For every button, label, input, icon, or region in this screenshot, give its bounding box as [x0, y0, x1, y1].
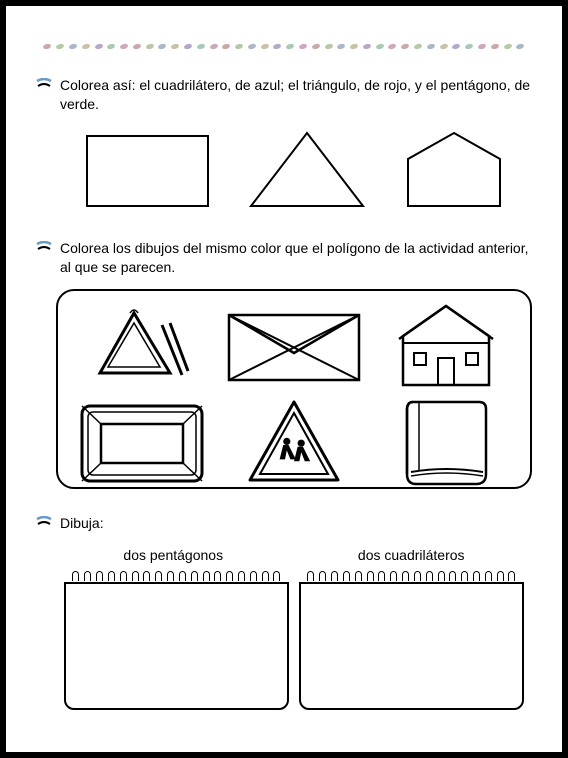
activity-2-instruction: Colorea los dibujos del mismo color que …	[60, 239, 532, 277]
activity-1-shapes	[56, 126, 532, 214]
rectangle-shape	[85, 134, 210, 209]
triangle-shape	[247, 131, 367, 209]
activity-2: Colorea los dibujos del mismo color que …	[36, 239, 532, 489]
notebook-quadrilaterals	[299, 571, 524, 711]
triangle-instrument-drawing	[92, 305, 192, 385]
book-drawing	[401, 396, 491, 491]
bullet-icon	[36, 516, 52, 535]
activity-3: Dibuja: dos pentágonos dos cuadriláteros	[36, 514, 532, 711]
notebook-pentagons	[64, 571, 289, 711]
bullet-icon	[36, 78, 52, 97]
draw-label-quadrilaterals: dos cuadriláteros	[358, 547, 465, 563]
envelope-drawing	[224, 305, 364, 385]
drawings-box	[56, 289, 532, 489]
picture-frame-drawing	[77, 401, 207, 486]
bullet-icon	[36, 241, 52, 260]
warning-sign-drawing	[244, 398, 344, 488]
activity-1-instruction: Colorea así: el cuadrilátero, de azul; e…	[60, 76, 532, 114]
activity-1: Colorea así: el cuadrilátero, de azul; e…	[36, 76, 532, 214]
draw-label-pentagons: dos pentágonos	[123, 547, 223, 563]
activity-3-instruction: Dibuja:	[60, 514, 104, 533]
house-drawing	[396, 303, 496, 388]
decorative-dot-border	[36, 41, 532, 51]
pentagon-shape	[404, 131, 504, 209]
